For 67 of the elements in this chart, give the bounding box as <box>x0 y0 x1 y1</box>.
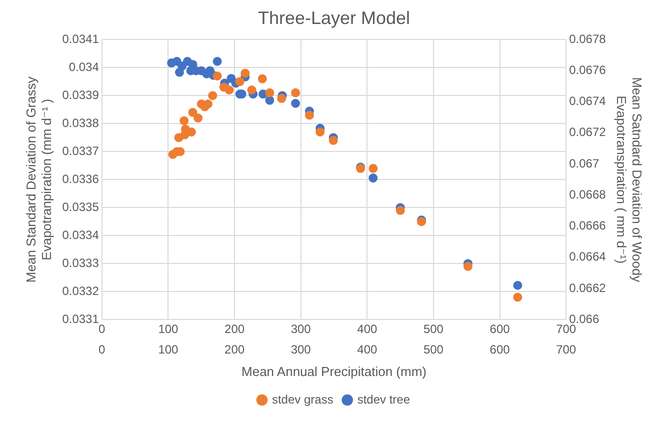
legend-label: stdev grass <box>272 392 334 406</box>
point <box>513 292 522 302</box>
y2-axis-title: Mean Satndard Deviation of Woody Evapotranspiration ( mm d⁻¹) <box>614 77 645 283</box>
x2-tick-label: 300 <box>290 342 312 357</box>
point <box>240 68 250 78</box>
y-tick-label: 0.0338 <box>62 116 100 130</box>
y-tick-label: 0.0334 <box>62 228 100 242</box>
legend-label: stdev tree <box>357 392 410 406</box>
y2-tick-label: 0.0664 <box>569 250 606 264</box>
x2-tick-label: 700 <box>556 342 576 357</box>
y-axis-title: Mean Standard Deviation of Grassy Evapotranpiration (mm d⁻¹ ) <box>23 76 54 283</box>
y2-tick-label: 0.0666 <box>569 218 606 233</box>
point <box>208 91 218 100</box>
x-tick-label: 0 <box>98 322 106 336</box>
x2-tick-label: 100 <box>158 342 179 357</box>
point <box>328 136 338 145</box>
point <box>212 56 222 66</box>
y-tick-label: 0.0335 <box>62 200 100 214</box>
point <box>212 72 222 80</box>
x2-tick-label: 500 <box>423 342 444 357</box>
y-tick-label: 0.0336 <box>62 172 100 186</box>
point <box>188 108 198 117</box>
point <box>265 96 274 105</box>
point <box>291 88 300 98</box>
y-tick-label: 0.0331 <box>62 312 100 326</box>
x-tick-label: 300 <box>290 322 312 336</box>
y2-tick-label: 0.067 <box>569 156 600 170</box>
point <box>463 262 472 271</box>
x-tick-label: 600 <box>490 322 510 336</box>
point <box>180 116 189 126</box>
point <box>247 86 256 94</box>
y2-tick-label: 0.0662 <box>569 280 606 295</box>
point <box>291 98 300 108</box>
point <box>396 206 405 215</box>
y-tick-label: 0.0332 <box>62 284 100 298</box>
y-tick-label: 0.034 <box>68 60 100 74</box>
point <box>204 100 213 108</box>
x2-tick-label: 400 <box>357 342 378 357</box>
x2-tick-label: 0 <box>98 342 106 357</box>
point <box>265 88 274 98</box>
x-axis-title: Mean Annual Precipitation (mm) <box>242 364 426 379</box>
x2-tick-label: 200 <box>224 342 245 357</box>
point <box>258 74 267 84</box>
point <box>235 77 244 86</box>
y2-tick-label: 0.0672 <box>569 125 606 140</box>
point <box>304 110 314 120</box>
y-tick-label: 0.0337 <box>62 144 100 158</box>
x-tick-label: 100 <box>158 322 179 336</box>
point <box>368 164 378 173</box>
point <box>194 114 203 122</box>
y2-tick-label: 0.0674 <box>569 94 606 108</box>
point <box>513 280 522 290</box>
chart-title: Three-Layer Model <box>258 8 410 28</box>
point <box>277 94 286 103</box>
y2-tick-label: 0.0678 <box>569 32 606 46</box>
point <box>316 128 325 136</box>
x-tick-label: 500 <box>423 322 444 336</box>
x2-tick-label: 600 <box>490 342 510 357</box>
point <box>224 86 234 94</box>
point <box>368 174 378 183</box>
y2-tick-label: 0.0676 <box>569 63 606 78</box>
y-tick-label: 0.0339 <box>62 88 100 102</box>
y-tick-label: 0.0341 <box>62 32 100 46</box>
y-tick-label: 0.0333 <box>62 256 100 270</box>
x-tick-label: 400 <box>357 322 378 336</box>
y2-tick-label: 0.0668 <box>569 187 606 202</box>
x-tick-label: 200 <box>224 322 245 336</box>
